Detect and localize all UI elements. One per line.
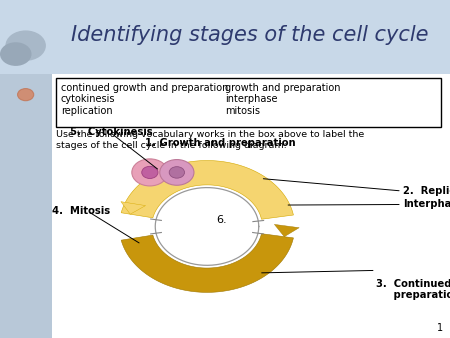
Circle shape	[5, 30, 46, 61]
Text: 1: 1	[437, 323, 443, 333]
Text: Interphase: Interphase	[403, 199, 450, 210]
Text: Use the following vocabulary works in the box above to label the
stages of the c: Use the following vocabulary works in th…	[56, 130, 364, 149]
Text: 6.: 6.	[216, 215, 227, 225]
Circle shape	[0, 42, 32, 66]
Text: growth and preparation
interphase
mitosis: growth and preparation interphase mitosi…	[225, 83, 341, 116]
Polygon shape	[121, 161, 293, 219]
Polygon shape	[121, 234, 293, 292]
Text: continued growth and preparation
cytokinesis
replication: continued growth and preparation cytokin…	[61, 83, 228, 116]
Text: 5.  Cytokinesis: 5. Cytokinesis	[70, 127, 153, 138]
FancyBboxPatch shape	[56, 78, 441, 127]
FancyBboxPatch shape	[0, 74, 52, 338]
Polygon shape	[274, 224, 299, 237]
Circle shape	[142, 166, 158, 178]
Text: 3.  Continued growth and
     preparation: 3. Continued growth and preparation	[376, 279, 450, 300]
Text: 1. Growth and preparation: 1. Growth and preparation	[145, 138, 296, 148]
Circle shape	[160, 160, 194, 185]
Text: Identifying stages of the cell cycle: Identifying stages of the cell cycle	[71, 25, 428, 46]
Circle shape	[18, 89, 34, 101]
Circle shape	[18, 89, 34, 101]
Text: 4.  Mitosis: 4. Mitosis	[52, 206, 110, 216]
FancyBboxPatch shape	[0, 0, 450, 74]
Circle shape	[132, 159, 168, 186]
Circle shape	[169, 167, 184, 178]
Polygon shape	[121, 202, 145, 214]
Text: 2.  Replication: 2. Replication	[403, 186, 450, 196]
